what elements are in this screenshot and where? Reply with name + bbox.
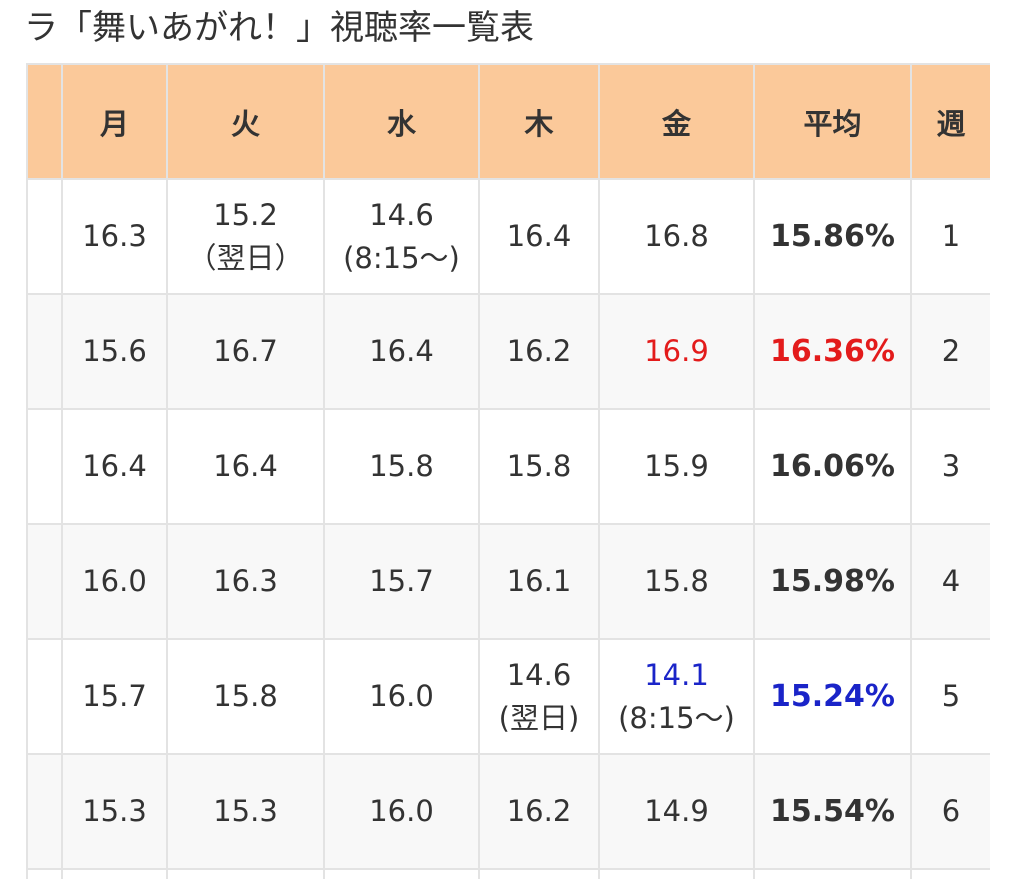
header-row: 月 火 水 木 金 平均 週 xyxy=(26,63,990,180)
cell-week: 3 xyxy=(910,408,990,525)
cell-average: 15.54% xyxy=(753,753,912,870)
row-lead-cell xyxy=(26,868,63,879)
cell-value: 14.6 xyxy=(369,198,434,233)
cell-thu: 16.2 xyxy=(478,293,600,410)
row-lead-cell xyxy=(26,753,63,870)
row-lead-cell xyxy=(26,523,63,640)
cell-tue: 15.2 （翌日） xyxy=(166,178,325,295)
header-cell-wed: 水 xyxy=(323,63,480,180)
cell-thu xyxy=(478,868,600,879)
cell-mon xyxy=(61,868,168,879)
cell-thu: 14.6 (翌日) xyxy=(478,638,600,755)
header-cell-week: 週 xyxy=(910,63,990,180)
cell-tue xyxy=(166,868,325,879)
cell-average: 15.98% xyxy=(753,523,912,640)
cell-fri: 14.9 xyxy=(598,753,755,870)
cell-value: 15.2 xyxy=(213,198,278,233)
cell-wed xyxy=(323,868,480,879)
cell-thu: 16.4 xyxy=(478,178,600,295)
table-row: 16.3 15.2 （翌日） 14.6 (8:15〜) 16.4 16.8 15… xyxy=(26,178,990,295)
cell-wed: 16.0 xyxy=(323,638,480,755)
page-title: ラ「舞いあがれ！」視聴率一覧表 xyxy=(24,8,534,48)
cell-tue: 16.4 xyxy=(166,408,325,525)
cell-fri: 15.9 xyxy=(598,408,755,525)
header-cell-blank xyxy=(26,63,63,180)
cell-note: (8:15〜) xyxy=(343,240,460,275)
cell-average: 15.24% xyxy=(753,638,912,755)
table-row: 15.6 16.7 16.4 16.2 16.9 16.36% 2 xyxy=(26,293,990,410)
cell-tue: 16.7 xyxy=(166,293,325,410)
cell-thu: 16.2 xyxy=(478,753,600,870)
table-row: 15.7 15.8 16.0 14.6 (翌日) 14.1 (8:15〜) 15… xyxy=(26,638,990,755)
ratings-table-container[interactable]: 月 火 水 木 金 平均 週 16.3 15.2 （翌日） 14.6 (8 xyxy=(26,63,990,879)
cell-mon: 15.3 xyxy=(61,753,168,870)
cell-fri: 16.9 xyxy=(598,293,755,410)
row-lead-cell xyxy=(26,178,63,295)
cell-value: 14.6 xyxy=(506,658,572,693)
cell-week: 6 xyxy=(910,753,990,870)
header-cell-fri: 金 xyxy=(598,63,755,180)
cell-average: 16.36% xyxy=(753,293,912,410)
row-lead-cell xyxy=(26,408,63,525)
table-row: 16.0 16.3 15.7 16.1 15.8 15.98% 4 xyxy=(26,523,990,640)
cell-tue: 15.3 xyxy=(166,753,325,870)
cell-value: 14.1 xyxy=(644,658,709,693)
table-row: 16.4 16.4 15.8 15.8 15.9 16.06% 3 xyxy=(26,408,990,525)
cell-week: 1 xyxy=(910,178,990,295)
cell-week: 5 xyxy=(910,638,990,755)
cell-fri: 16.8 xyxy=(598,178,755,295)
table-row xyxy=(26,868,990,879)
cell-thu: 16.1 xyxy=(478,523,600,640)
cell-wed: 16.0 xyxy=(323,753,480,870)
cell-wed: 15.8 xyxy=(323,408,480,525)
cell-fri: 15.8 xyxy=(598,523,755,640)
cell-mon: 16.0 xyxy=(61,523,168,640)
cell-wed: 16.4 xyxy=(323,293,480,410)
cell-fri xyxy=(598,868,755,879)
cell-wed: 14.6 (8:15〜) xyxy=(323,178,480,295)
cell-mon: 15.6 xyxy=(61,293,168,410)
cell-note: (8:15〜) xyxy=(618,700,735,735)
cell-fri: 14.1 (8:15〜) xyxy=(598,638,755,755)
cell-note: (翌日) xyxy=(498,700,580,735)
ratings-table: 月 火 水 木 金 平均 週 16.3 15.2 （翌日） 14.6 (8 xyxy=(26,63,990,879)
cell-average: 16.06% xyxy=(753,408,912,525)
cell-mon: 15.7 xyxy=(61,638,168,755)
table-row: 15.3 15.3 16.0 16.2 14.9 15.54% 6 xyxy=(26,753,990,870)
cell-average xyxy=(753,868,912,879)
cell-tue: 15.8 xyxy=(166,638,325,755)
cell-note: （翌日） xyxy=(187,240,304,275)
header-cell-mon: 月 xyxy=(61,63,168,180)
cell-mon: 16.4 xyxy=(61,408,168,525)
cell-week xyxy=(910,868,990,879)
row-lead-cell xyxy=(26,638,63,755)
cell-wed: 15.7 xyxy=(323,523,480,640)
cell-mon: 16.3 xyxy=(61,178,168,295)
header-cell-average: 平均 xyxy=(753,63,912,180)
cell-thu: 15.8 xyxy=(478,408,600,525)
header-cell-thu: 木 xyxy=(478,63,600,180)
header-cell-tue: 火 xyxy=(166,63,325,180)
cell-week: 2 xyxy=(910,293,990,410)
cell-tue: 16.3 xyxy=(166,523,325,640)
row-lead-cell xyxy=(26,293,63,410)
cell-week: 4 xyxy=(910,523,990,640)
cell-average: 15.86% xyxy=(753,178,912,295)
